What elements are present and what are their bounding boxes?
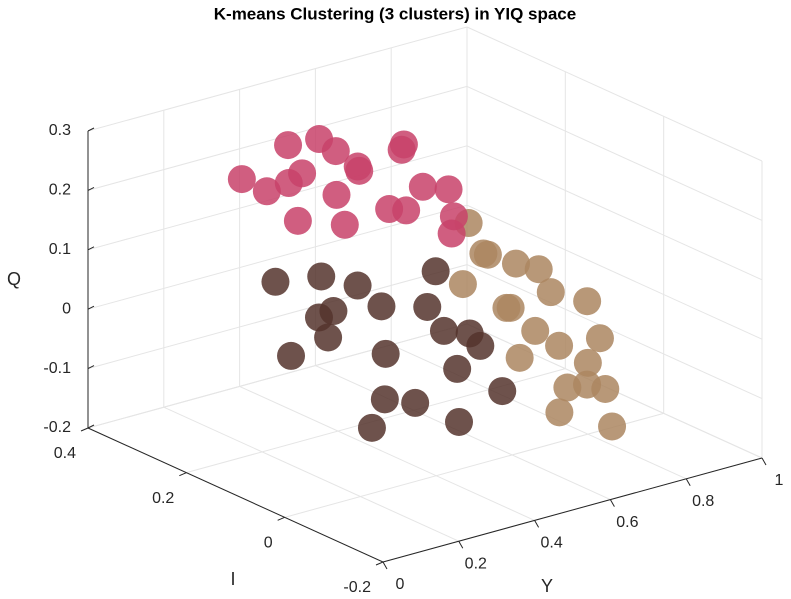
point (288, 159, 317, 188)
x-tick (685, 478, 691, 487)
point (343, 271, 372, 300)
point (367, 292, 396, 321)
point (389, 130, 418, 159)
points (227, 125, 627, 442)
grid-line (87, 264, 468, 370)
point (448, 270, 477, 299)
z-tick (87, 186, 95, 191)
point (598, 412, 627, 441)
x-tick-label: 0.2 (465, 555, 487, 572)
grid-line (390, 344, 687, 480)
z-tick (87, 305, 95, 310)
point (536, 278, 565, 307)
x-tick (534, 520, 540, 528)
point (545, 398, 574, 427)
z-tick (87, 424, 95, 429)
y-tick-label: 0 (264, 535, 273, 552)
point (488, 377, 517, 406)
grid-line (466, 145, 763, 281)
z-axis-label: Q (7, 269, 21, 289)
x-tick-label: 0 (396, 576, 405, 593)
point (466, 331, 495, 360)
point (319, 297, 348, 326)
point (445, 407, 474, 436)
z-tick (87, 365, 95, 370)
z-tick (87, 246, 95, 251)
point (314, 323, 343, 352)
point (283, 206, 312, 235)
grid-line (466, 26, 763, 162)
y-tick-label: 0.2 (152, 490, 174, 507)
point (345, 156, 374, 185)
point (305, 125, 334, 154)
point (371, 339, 400, 368)
point (322, 180, 351, 209)
z-tick-label: 0.3 (49, 122, 71, 139)
point (408, 172, 437, 201)
point (370, 385, 399, 414)
z-tick-label: 0.1 (49, 241, 71, 258)
point (392, 196, 421, 225)
x-axis-label: Y (541, 576, 553, 596)
point (524, 255, 553, 284)
point (261, 267, 290, 296)
y-tick (277, 516, 285, 521)
point (545, 331, 574, 360)
y-tick-label: -0.2 (343, 579, 371, 596)
y-tick (80, 427, 89, 432)
point (277, 341, 306, 370)
grid-line (466, 85, 763, 221)
chart-title: K-means Clustering (3 clusters) in YIQ s… (214, 4, 576, 23)
point (401, 388, 430, 417)
point (573, 287, 602, 316)
point (429, 316, 458, 345)
point (573, 348, 602, 377)
z-tick-label: 0.2 (49, 182, 71, 199)
point (443, 354, 472, 383)
point (434, 175, 463, 204)
x-tick-label: 0.4 (540, 535, 562, 552)
x-tick (761, 457, 767, 466)
z-tick-label: 0 (62, 300, 71, 317)
grid-line (87, 26, 468, 132)
x-axis-line (382, 457, 763, 563)
point (521, 316, 550, 345)
x-tick-label: 1 (775, 472, 784, 489)
z-tick (87, 127, 95, 132)
point (501, 249, 530, 278)
grid-line (239, 385, 535, 521)
y-axis-line (87, 427, 384, 563)
point (330, 210, 359, 239)
z-tick-label: -0.2 (43, 419, 71, 436)
grid-line (466, 204, 763, 340)
x-tick-label: 0.6 (616, 514, 638, 531)
point (421, 257, 450, 286)
point (496, 293, 525, 322)
grid-line (163, 406, 460, 542)
point (227, 165, 256, 194)
point (252, 177, 281, 206)
x-tick (458, 540, 464, 549)
z-tick-label: -0.1 (43, 360, 71, 377)
point (573, 370, 602, 399)
y-axis-label: I (230, 569, 235, 589)
point (437, 219, 466, 248)
x-tick (609, 499, 615, 507)
point (413, 292, 442, 321)
grid-line (466, 264, 763, 400)
axes: 0 0.2 0.4 0.6 0.8 1 -0.2 0 0.2 0.4 -0.2 -0.1 0 0.1 0.2… (43, 122, 783, 596)
point (505, 343, 534, 372)
y-tick (179, 472, 187, 477)
point (473, 240, 502, 269)
y-tick (375, 561, 384, 566)
x-tick (382, 561, 388, 570)
x-tick-label: 0.8 (692, 493, 714, 510)
point (307, 262, 336, 291)
point (274, 131, 303, 160)
y-tick-label: 0.4 (54, 445, 76, 462)
point (585, 324, 614, 353)
point (357, 413, 386, 442)
grid-line (87, 323, 468, 429)
